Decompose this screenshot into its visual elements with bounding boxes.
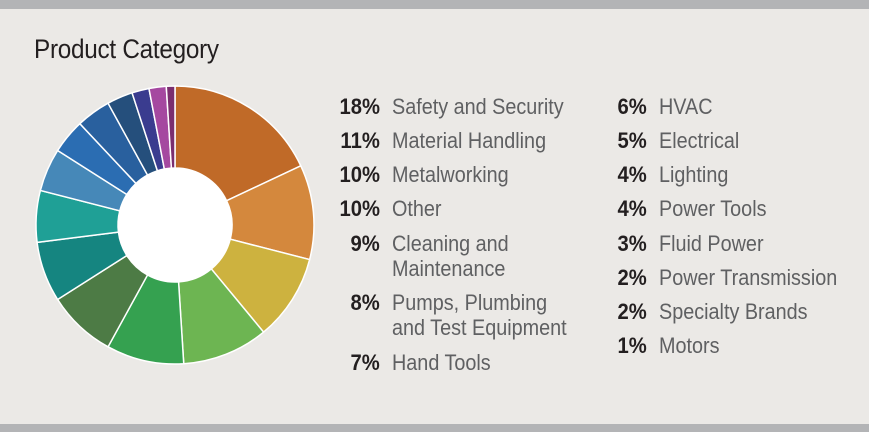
bottom-border — [0, 424, 869, 432]
top-border — [0, 0, 869, 9]
legend-percent: 10% — [339, 162, 380, 187]
legend-label: Electrical — [659, 128, 740, 153]
legend-label: Metalworking — [392, 162, 509, 187]
legend-percent: 2% — [617, 299, 647, 324]
legend-percent: 9% — [350, 231, 380, 256]
legend-percent: 3% — [617, 231, 647, 256]
legend-label: Lighting — [659, 162, 729, 187]
legend-label: Material Handling — [392, 128, 547, 153]
legend-percent: 18% — [339, 94, 380, 119]
legend-percent: 10% — [339, 196, 380, 221]
legend-label: Pumps, Plumbing and Test Equipment — [392, 290, 567, 340]
legend-percent: 11% — [340, 128, 380, 153]
legend-percent: 6% — [617, 94, 647, 119]
legend-percent: 4% — [617, 162, 647, 187]
legend-label: Safety and Security — [392, 94, 564, 119]
legend-percent: 7% — [350, 350, 380, 375]
legend-percent: 4% — [617, 196, 647, 221]
legend-percent: 2% — [617, 265, 647, 290]
legend-label: Cleaning and Maintenance — [392, 231, 509, 281]
legend-label: Power Tools — [659, 196, 767, 221]
legend-label: Hand Tools — [392, 350, 491, 375]
legend-label: Fluid Power — [659, 231, 764, 256]
legend-percent: 1% — [617, 333, 647, 358]
legend-percent: 8% — [350, 290, 380, 315]
legend-label: Specialty Brands — [659, 299, 808, 324]
legend-percent: 5% — [617, 128, 647, 153]
legend-label: HVAC — [659, 94, 713, 119]
legend-label: Motors — [659, 333, 720, 358]
legend-label: Power Transmission — [659, 265, 838, 290]
chart-title: Product Category — [34, 34, 219, 64]
donut-hole — [118, 168, 232, 282]
legend-label: Other — [392, 196, 442, 221]
